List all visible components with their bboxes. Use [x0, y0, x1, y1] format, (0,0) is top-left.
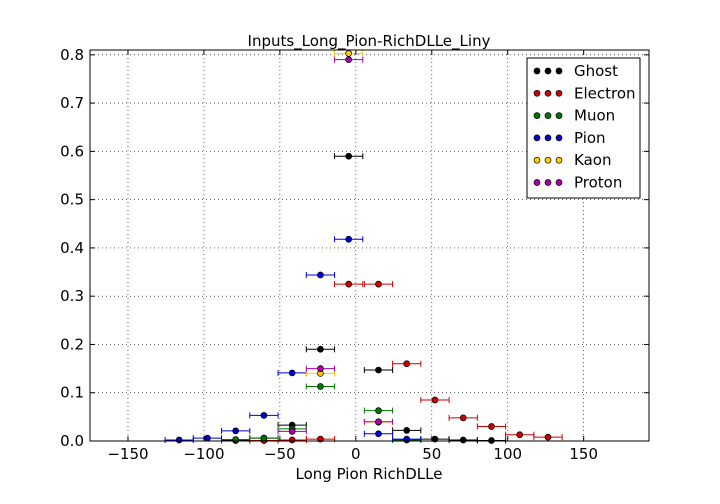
data-point [375, 366, 382, 374]
y-tick-label: 0.4 [60, 239, 84, 257]
y-tick-labels: 0.0 0.1 0.2 0.3 0.4 0.5 0.6 0.7 0.8 [60, 46, 84, 450]
data-point [516, 431, 524, 439]
legend-entry: Ghost [533, 62, 618, 80]
x-tick-label: 150 [569, 445, 598, 463]
legend-marker [555, 112, 563, 119]
legend-marker [544, 134, 552, 142]
legend-entry: Kaon [533, 151, 611, 169]
data-point [232, 436, 240, 443]
legend-label: Ghost [574, 62, 618, 80]
legend-marker [555, 134, 563, 142]
data-point [175, 436, 183, 444]
y-tick-label: 0.8 [60, 46, 84, 64]
data-point [375, 430, 382, 438]
legend-marker [544, 156, 552, 164]
data-point [403, 427, 411, 434]
legend-marker [533, 112, 541, 119]
legend-marker [555, 156, 563, 164]
x-tick-labels: −150 −100 −50 0 50 100 150 [107, 445, 598, 463]
data-point [288, 427, 296, 435]
data-point [459, 414, 467, 422]
x-tick-label: 0 [351, 445, 361, 463]
y-tick-label: 0.5 [60, 191, 84, 209]
data-point [345, 152, 353, 160]
data-point [459, 436, 467, 444]
legend-marker [544, 67, 552, 75]
data-point [204, 434, 211, 442]
legend-marker [533, 156, 541, 164]
legend-marker [555, 67, 563, 75]
x-tick-label: −50 [264, 445, 296, 463]
legend-label: Proton [574, 174, 622, 192]
series-pion [164, 235, 422, 444]
legend-marker [555, 89, 563, 97]
y-tick-label: 0.1 [60, 384, 84, 402]
y-tick-label: 0.0 [60, 432, 84, 450]
data-point [375, 280, 382, 288]
y-tick-label: 0.7 [60, 94, 84, 112]
data-point [260, 412, 268, 419]
chart-title: Inputs_Long_Pion-RichDLLe_Liny [248, 32, 491, 51]
legend-marker [544, 112, 552, 119]
x-tick-label: 100 [493, 445, 522, 463]
legend-marker [533, 134, 541, 142]
data-point [431, 396, 439, 404]
legend-entry: Pion [533, 129, 606, 147]
legend-box [526, 57, 641, 199]
data-point [345, 280, 353, 288]
data-point [288, 436, 296, 444]
data-point [317, 271, 324, 279]
data-point [544, 433, 552, 441]
x-tick-label: 50 [422, 445, 441, 463]
data-point [232, 427, 240, 435]
data-point [403, 360, 411, 368]
data-point [488, 423, 495, 430]
data-point [260, 434, 268, 442]
x-tick-label: −150 [107, 445, 148, 463]
y-tick-label: 0.6 [60, 142, 84, 160]
data-point [317, 383, 324, 390]
y-tick-label: 0.2 [60, 335, 84, 353]
data-point [375, 418, 382, 426]
series-proton [277, 56, 394, 435]
data-point [345, 235, 353, 243]
data-point [345, 56, 353, 64]
x-tick-label: −100 [183, 445, 224, 463]
legend-entries: Ghost Electron Muon Pion Kaon Proton [533, 62, 636, 192]
data-point [345, 50, 353, 57]
data-point [288, 369, 296, 377]
legend-marker [533, 179, 541, 186]
legend-label: Pion [574, 129, 606, 147]
axis-ticks [90, 50, 649, 442]
legend-label: Electron [574, 84, 636, 102]
legend-label: Kaon [574, 151, 611, 169]
y-tick-label: 0.3 [60, 287, 84, 305]
legend-entry: Electron [533, 84, 636, 102]
x-axis-label: Long Pion RichDLLe [296, 465, 443, 483]
data-point [317, 365, 324, 372]
legend-label: Muon [574, 107, 615, 125]
legend-marker [533, 89, 541, 97]
data-point [317, 345, 324, 353]
plot-frame [89, 49, 650, 442]
legend-marker [533, 67, 541, 75]
legend-marker [544, 179, 552, 186]
data-point [375, 407, 382, 414]
legend-marker [555, 179, 563, 186]
legend-marker [544, 89, 552, 97]
legend-entry: Proton [533, 174, 622, 192]
legend-entry: Muon [533, 107, 615, 125]
legend: Ghost Electron Muon Pion Kaon Proton [526, 57, 641, 199]
